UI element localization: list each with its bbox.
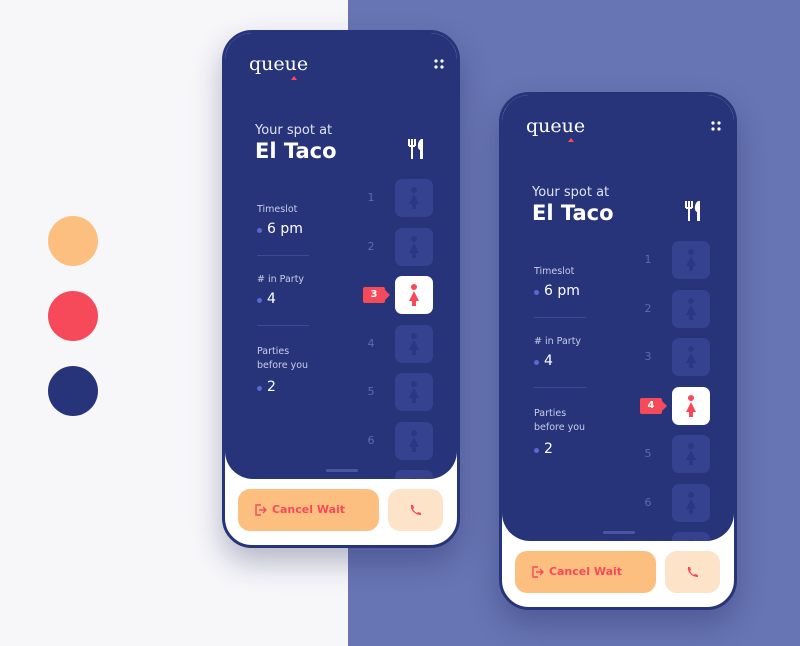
queue-tile [672,289,710,328]
person-icon [686,443,696,465]
person-icon [686,297,696,320]
queue-number: 5 [367,385,375,398]
queue-tile [395,227,433,266]
person-icon [409,235,419,258]
cancel-button[interactable]: Cancel Wait [238,489,379,531]
queue-tile [672,338,710,376]
person-icon [686,394,696,417]
field-value: 4 [267,291,276,307]
field-icon [257,298,262,303]
person-icon [409,381,419,403]
screen: queue Your spot at El Taco Timeslot 6 pm # in… [502,95,734,541]
queue-number: 5 [644,447,652,460]
logo: queue [249,53,309,75]
person-icon [409,429,419,452]
queue-tile [395,179,433,217]
position-badge: 3 [363,287,390,303]
logo-mark [568,138,574,142]
queue-tile [395,373,433,411]
queue-number: 2 [644,301,652,315]
field-label: # in Party [534,336,582,347]
field-icon [534,360,539,365]
field-label: Parties before you [257,346,309,371]
place-name: El Taco [532,201,614,225]
intro-text: Your spot at [255,123,333,138]
field-icon [534,290,539,295]
position-badge: 4 [640,397,667,414]
exit-icon [255,504,267,516]
utensils-icon [408,139,423,159]
queue-number: 4 [367,336,375,350]
field-label: Timeslot [257,204,298,215]
menu-icon [434,59,444,69]
queue-tile [395,324,433,363]
person-icon [688,540,694,541]
person-icon [409,332,419,355]
field-value: 2 [267,379,276,395]
cancel-button[interactable]: Cancel Wait [515,551,656,593]
queue-tile [672,532,710,541]
logo-mark [291,76,297,80]
person-icon [686,491,696,514]
phone: queue Your spot at El Taco Timeslot 6 pm # in… [499,92,737,610]
person-icon [686,346,696,368]
intro-text: Your spot at [532,185,610,200]
divider [257,325,309,326]
queue-number: 1 [367,191,375,204]
logo: queue [526,115,586,137]
field-value: 2 [544,441,553,457]
call-button[interactable] [665,551,720,593]
queue-tile [395,276,433,314]
queue-number: 1 [644,253,652,266]
queue-tile [395,470,433,479]
person-icon [411,478,417,479]
exit-icon [532,566,544,578]
place-name: El Taco [255,139,337,163]
field-value: 6 pm [544,283,580,299]
field-label: Parties before you [534,408,586,433]
queue-tile [672,241,710,279]
swatch [48,366,98,416]
queue-number: 3 [644,350,652,363]
call-button[interactable] [388,489,443,531]
swatch [48,291,98,341]
person-icon [409,187,419,209]
queue-number: 6 [644,495,652,509]
utensils-icon [685,201,700,221]
queue-tile [672,435,710,473]
queue-tile [672,386,710,425]
phone: queue Your spot at El Taco Timeslot 6 pm # in… [222,30,460,548]
field-icon [257,386,262,391]
field-value: 6 pm [267,221,303,237]
menu-icon [711,121,721,131]
divider [534,317,586,318]
swatch [48,216,98,266]
queue-number: 2 [367,239,375,253]
queue-tile [395,421,433,460]
field-icon [534,448,539,453]
field-label: # in Party [257,274,305,285]
field-value: 4 [544,353,553,369]
person-icon [686,249,696,271]
divider [257,255,309,256]
phone-icon [687,567,698,577]
queue-number: 6 [367,433,375,447]
screen: queue Your spot at El Taco Timeslot 6 pm # in… [225,33,457,479]
home-indicator [603,531,635,534]
field-icon [257,228,262,233]
queue-tile [672,483,710,522]
divider [534,387,586,388]
phone-icon [410,505,421,515]
home-indicator [326,469,358,472]
person-icon [409,284,419,306]
field-label: Timeslot [534,266,575,277]
